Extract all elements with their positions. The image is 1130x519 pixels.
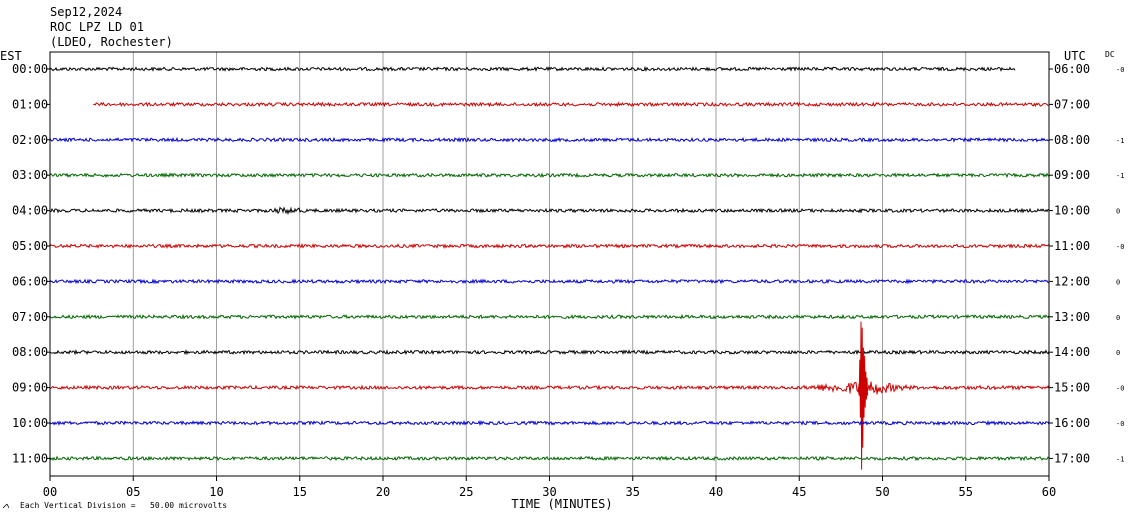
x-tick-label-40: 40 [709,485,723,499]
row-label-est: 04:00 [12,204,48,218]
row-label-utc: 08:00 [1054,133,1090,147]
row-dc-value: 0 [1116,349,1120,357]
grid-layer [46,52,1053,481]
footer-scale-note: Each Vertical Division = 50.00 microvolt… [20,501,227,510]
x-tick-label-15: 15 [293,485,307,499]
trace-row-03:00 [49,172,1050,179]
row-label-utc: 09:00 [1054,168,1090,182]
trace-layer [49,65,1050,470]
header-network: (LDEO, Rochester) [50,35,173,49]
x-tick-label-00: 00 [43,485,57,499]
x-axis-label: TIME (MINUTES) [511,497,612,511]
trace-row-00:00 [49,65,1016,72]
trace-row-02:00 [49,136,1050,143]
row-dc-value: -0 [1116,420,1124,428]
x-tick-label-60: 60 [1042,485,1056,499]
x-tick-label-30: 30 [542,485,556,499]
trace-row-07:00 [49,313,1050,320]
row-dc-value: -1 [1116,137,1124,145]
row-label-est: 09:00 [12,381,48,395]
row-label-est: 03:00 [12,168,48,182]
row-label-utc: 11:00 [1054,239,1090,253]
trace-row-08:00 [49,349,1050,356]
trace-row-04:00 [49,206,1050,216]
trace-row-06:00 [49,278,1050,285]
trace-row-10:00 [49,419,1050,427]
small-logo-icon [2,503,10,509]
row-label-est: 08:00 [12,345,48,359]
trace-row-01:00 [93,101,1049,108]
row-label-utc: 15:00 [1054,381,1090,395]
x-tick-label-05: 05 [126,485,140,499]
row-label-utc: 14:00 [1054,345,1090,359]
row-label-utc: 10:00 [1054,204,1090,218]
trace-row-09:00 [49,381,1050,395]
row-label-utc: 07:00 [1054,97,1090,111]
row-label-est: 01:00 [12,97,48,111]
row-label-utc: 17:00 [1054,451,1090,465]
x-tick-label-20: 20 [376,485,390,499]
row-dc-value: 0 [1116,208,1120,216]
right-axis-label: UTC [1064,49,1086,63]
row-dc-value: -1 [1116,455,1124,463]
row-label-utc: 16:00 [1054,416,1090,430]
row-label-est: 07:00 [12,310,48,324]
row-label-utc: 13:00 [1054,310,1090,324]
row-dc-value: -0 [1116,385,1124,393]
x-tick-label-25: 25 [459,485,473,499]
row-label-est: 02:00 [12,133,48,147]
x-tick-label-50: 50 [875,485,889,499]
row-dc-value: 0 [1116,314,1120,322]
x-tick-label-35: 35 [626,485,640,499]
row-label-est: 11:00 [12,451,48,465]
trace-row-05:00 [49,242,1050,250]
row-label-est: 10:00 [12,416,48,430]
x-tick-label-10: 10 [209,485,223,499]
row-dc-value: -0 [1116,66,1124,74]
row-dc-value: 0 [1116,278,1120,286]
row-dc-value: -0 [1116,243,1124,251]
row-label-est: 00:00 [12,62,48,76]
row-label-est: 06:00 [12,274,48,288]
row-label-utc: 06:00 [1054,62,1090,76]
x-tick-label-45: 45 [792,485,806,499]
header-station: ROC LPZ LD 01 [50,20,144,34]
header-date: Sep12,2024 [50,5,122,19]
row-label-utc: 12:00 [1054,274,1090,288]
trace-row-11:00 [49,455,1050,462]
event-peak-trace [857,321,869,470]
x-tick-label-55: 55 [959,485,973,499]
left-axis-label: EST [0,49,22,63]
dc-label: DC [1105,50,1115,59]
row-label-est: 05:00 [12,239,48,253]
plot-frame [49,51,1050,477]
row-dc-value: -1 [1116,172,1124,180]
